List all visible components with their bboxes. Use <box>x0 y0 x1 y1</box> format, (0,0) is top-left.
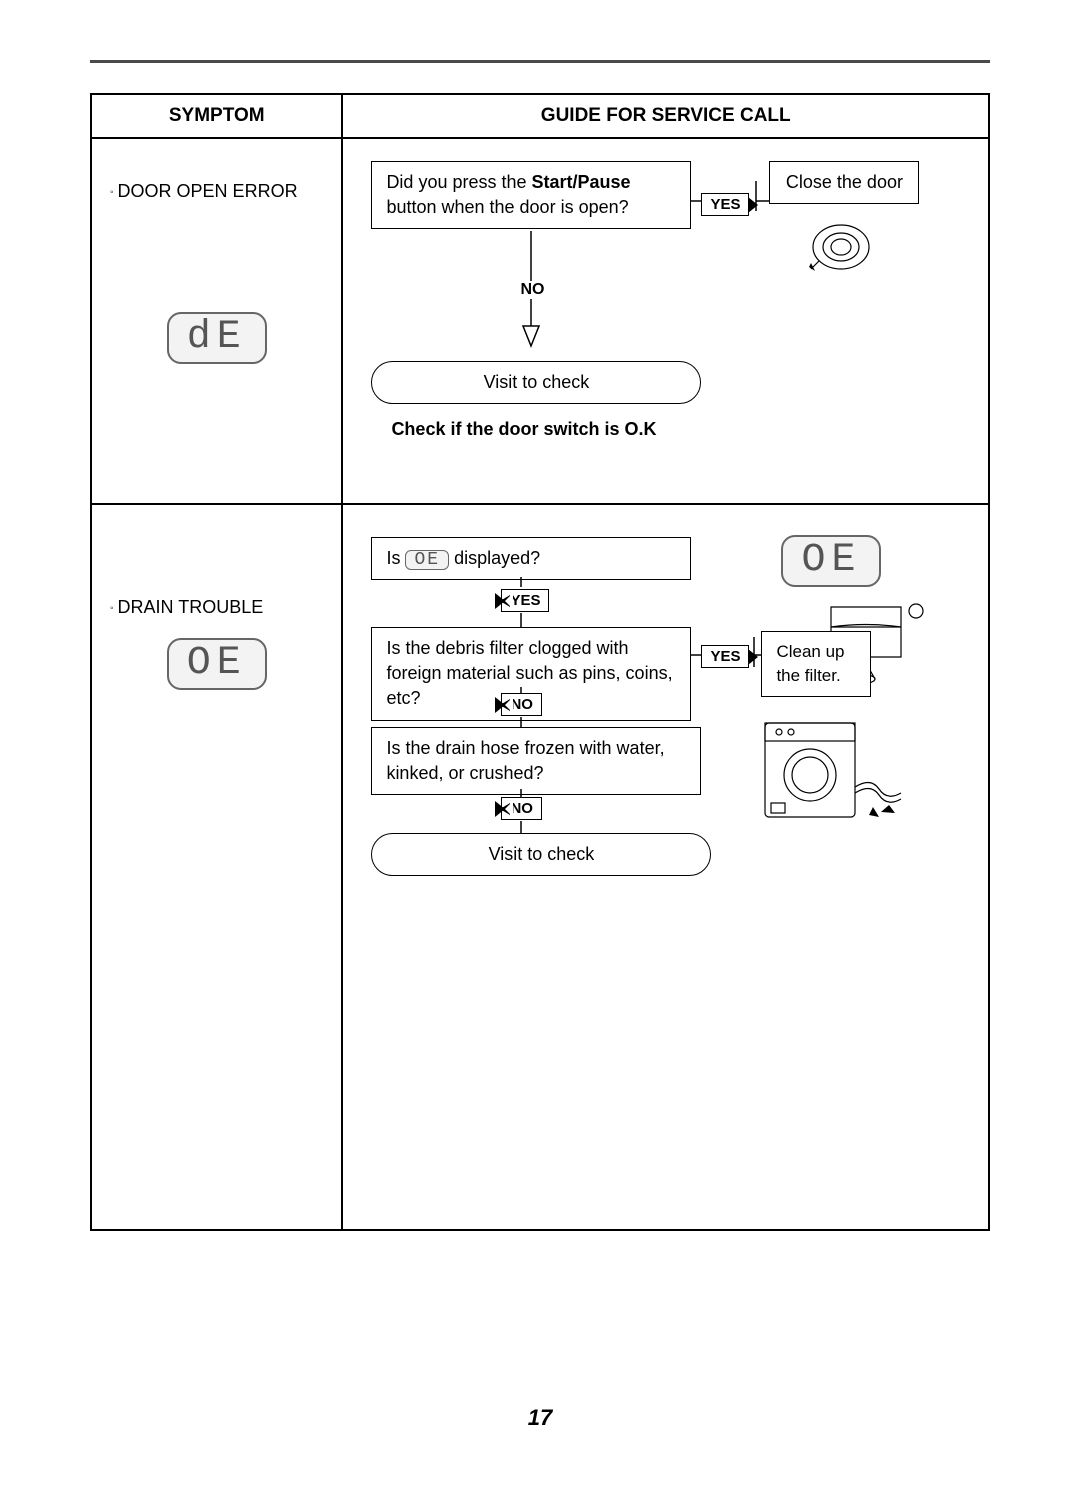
no-label-1: NO <box>516 281 548 299</box>
visit-box-2: Visit to check <box>371 833 711 876</box>
lcd-oe-large: OE <box>781 535 881 587</box>
check-switch-text: Check if the door switch is O.K <box>391 419 656 440</box>
no-tag-3: NO <box>501 797 542 820</box>
yes-tag-2: YES <box>501 589 549 612</box>
symptom2-label: DRAIN TROUBLE <box>118 597 264 617</box>
yes-tag-3: YES <box>701 645 749 668</box>
page: SYMPTOM GUIDE FOR SERVICE CALL ◦DOOR OPE… <box>0 0 1080 1491</box>
q-displayed: displayed? <box>454 548 540 568</box>
cleanup-box: Clean up the filter. <box>761 631 871 697</box>
inline-oe-code: OE <box>405 550 449 570</box>
visit-box-1: Visit to check <box>371 361 701 404</box>
q-is: Is <box>386 548 400 568</box>
washer-icon <box>761 717 921 827</box>
troubleshoot-table: SYMPTOM GUIDE FOR SERVICE CALL ◦DOOR OPE… <box>90 93 990 1231</box>
symptom1-label: DOOR OPEN ERROR <box>118 181 298 201</box>
q-oe-box: Is OE displayed? <box>371 537 691 580</box>
header-guide: GUIDE FOR SERVICE CALL <box>342 94 989 138</box>
guide-door-open: Did you press the Start/Pause button whe… <box>361 151 970 491</box>
page-number: 17 <box>528 1405 552 1431</box>
symptom-drain: ◦DRAIN TROUBLE OE <box>110 517 323 1217</box>
lcd-oe-icon: OE <box>167 638 267 690</box>
no-tag-2: NO <box>501 693 542 716</box>
top-rule <box>90 60 990 63</box>
header-symptom: SYMPTOM <box>91 94 342 138</box>
guide-drain: Is OE displayed? OE <box>361 517 970 1217</box>
symptom-door-open: ◦DOOR OPEN ERROR dE <box>110 151 323 491</box>
q3-box: Is the drain hose frozen with water, kin… <box>371 727 701 795</box>
lcd-de-icon: dE <box>167 312 267 364</box>
